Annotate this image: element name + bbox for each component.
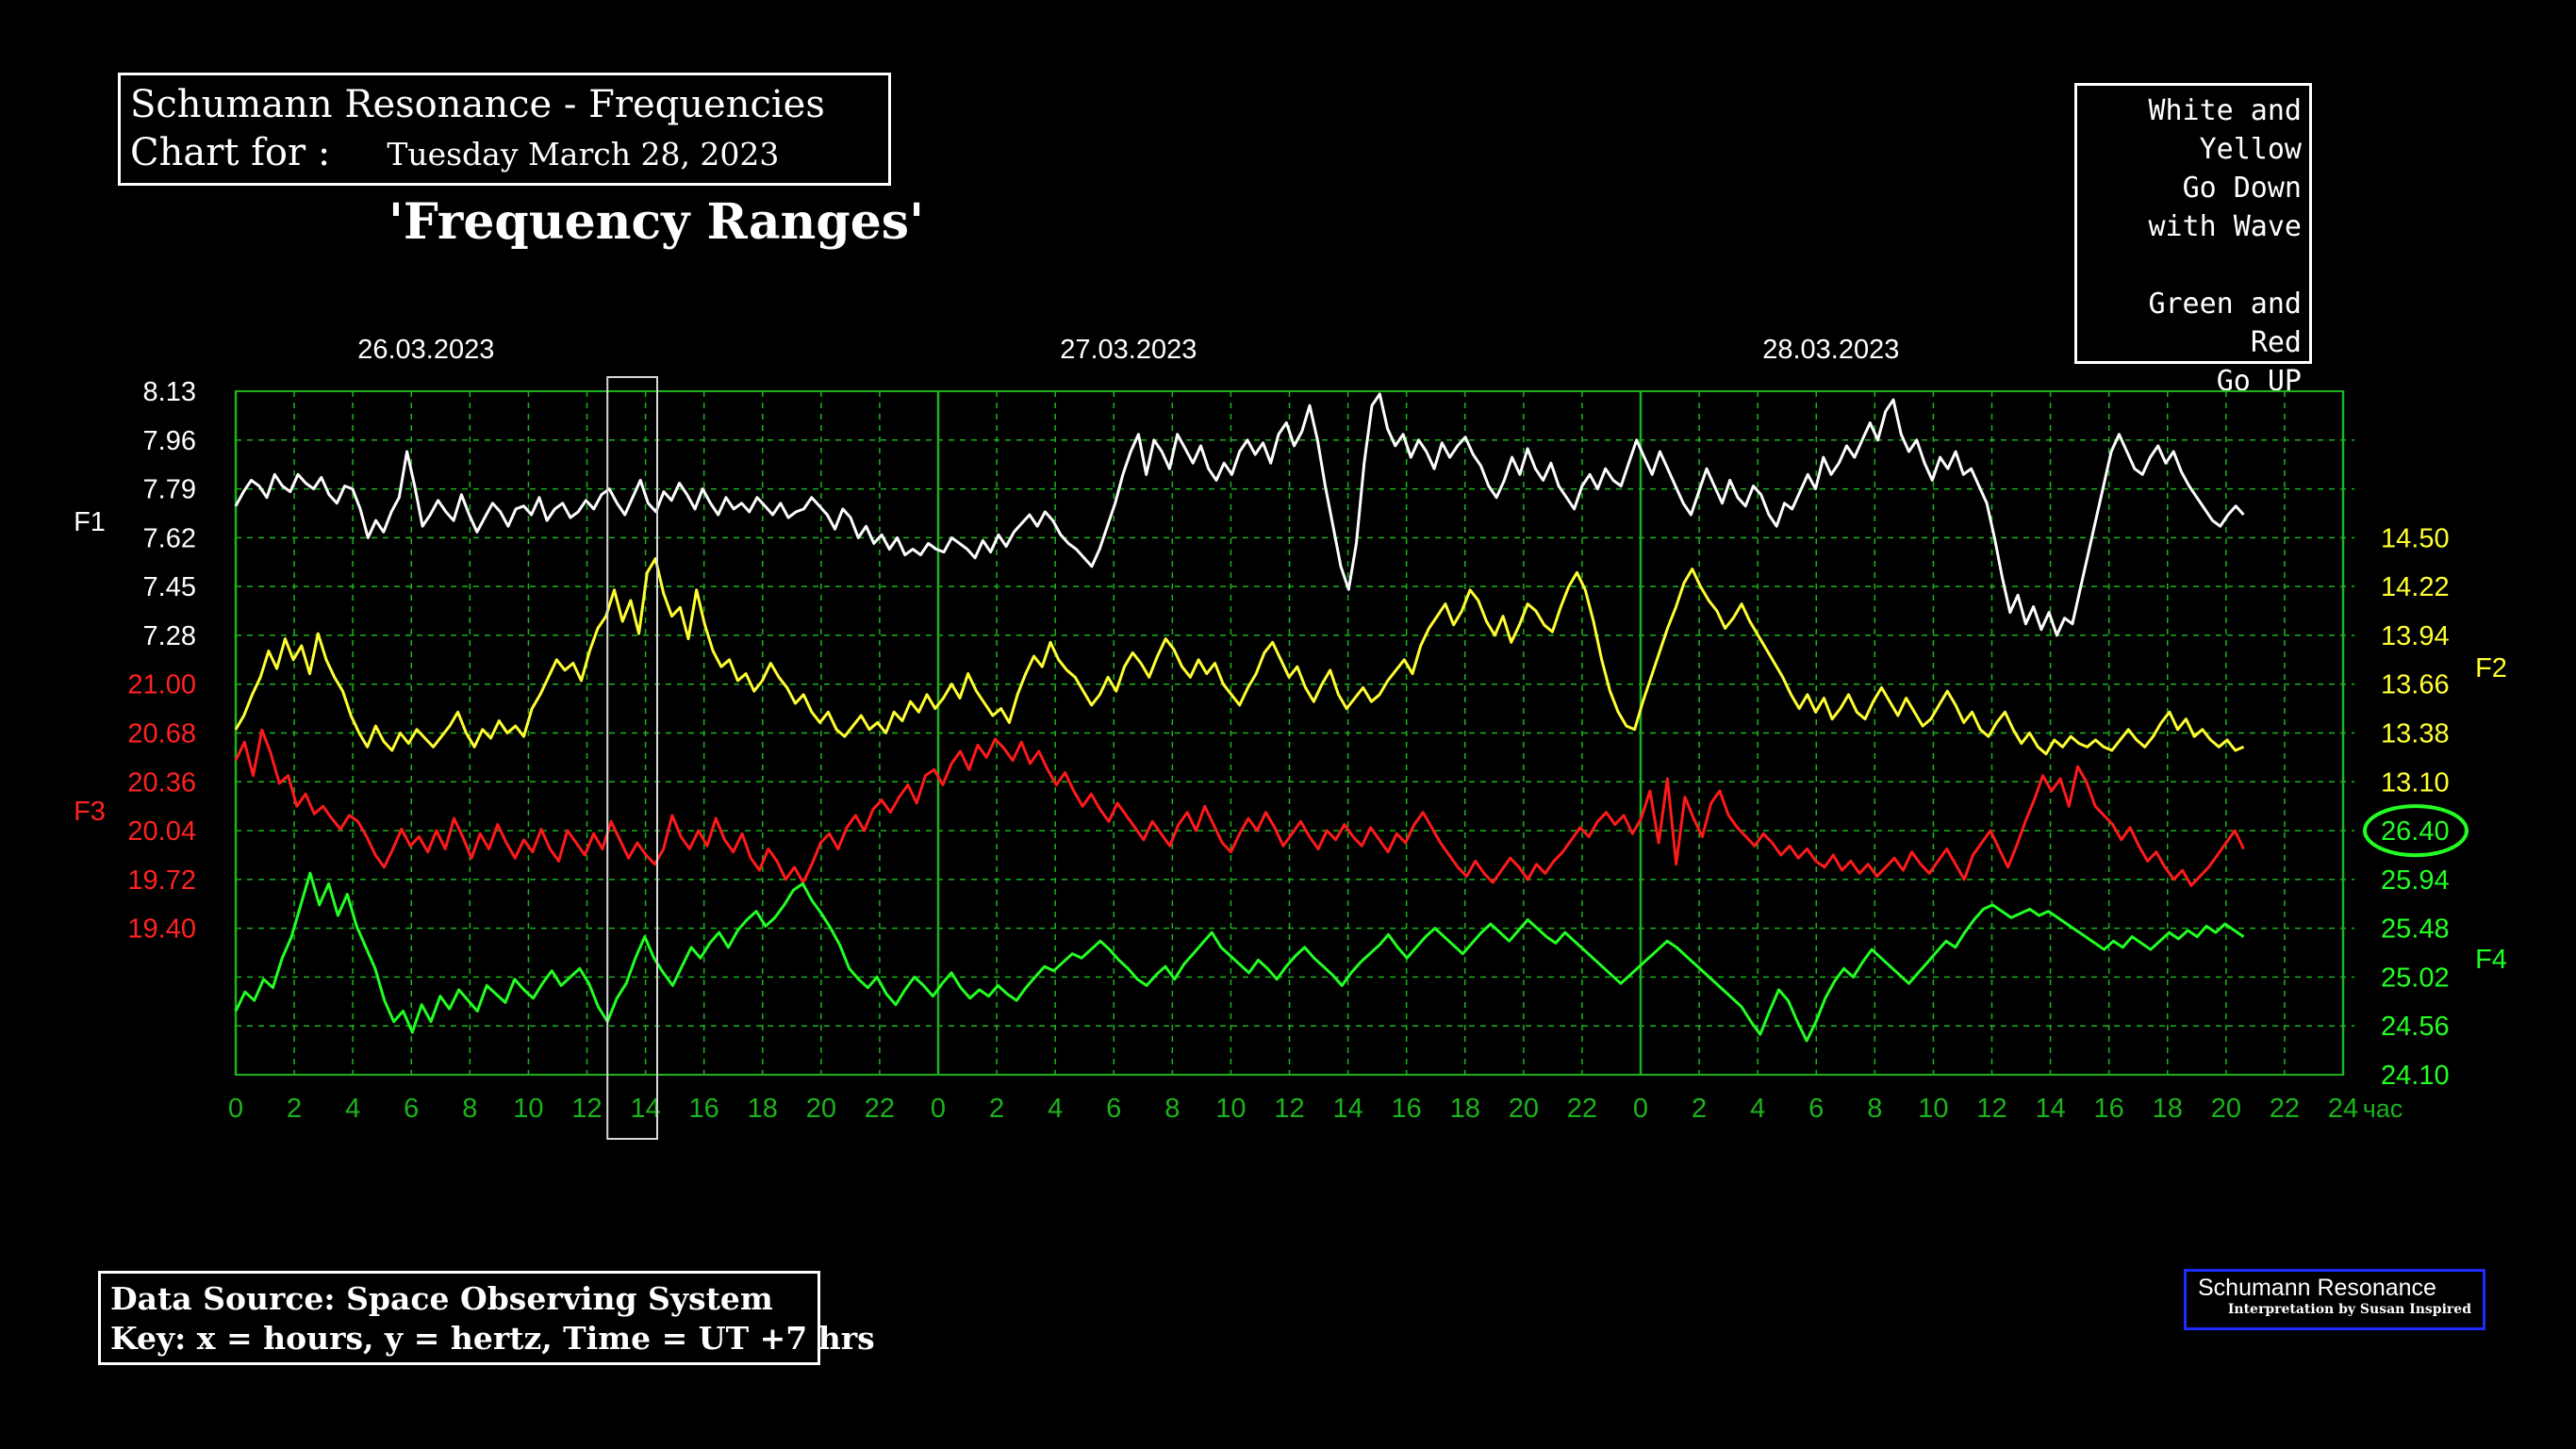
y-tick-f1: 8.13 — [143, 377, 196, 407]
y-tick-f1: 7.96 — [143, 426, 196, 456]
legend-note-box: White and Yellow Go Down with Wave Green… — [2074, 83, 2312, 398]
x-tick-label: 0 — [228, 1094, 243, 1124]
x-tick-label: 0 — [931, 1094, 946, 1124]
x-tick-label: 4 — [1750, 1094, 1765, 1124]
labels-layer: 0 2 4 6 8 10 12 14 16 18 20 22 0 2 4 6 8 10 12 14 16 18 20 22 0 2… — [74, 335, 2507, 1140]
x-tick-label: 18 — [2153, 1094, 2183, 1124]
note-line: White and — [2148, 94, 2302, 127]
note-line: Go UP — [2216, 365, 2302, 398]
axis-key: Key: x = hours, y = hertz, Time = UT +7 … — [110, 1320, 875, 1357]
x-tick-label: 16 — [689, 1094, 719, 1124]
x-tick-label: 8 — [462, 1094, 477, 1124]
x-tick-label: 12 — [1274, 1094, 1304, 1124]
day-label: 28.03.2023 — [1762, 335, 1899, 365]
x-tick-label: 14 — [2035, 1094, 2065, 1124]
x-tick-label: 6 — [404, 1094, 419, 1124]
x-tick-label: 16 — [1392, 1094, 1422, 1124]
x-tick-label: 12 — [571, 1094, 602, 1124]
x-unit-label: час — [2363, 1095, 2403, 1123]
note-line: Yellow — [2199, 133, 2302, 166]
note-line: Go Down — [2182, 172, 2302, 205]
series-name-f2: F2 — [2475, 653, 2507, 683]
x-tick-label: 18 — [1450, 1094, 1480, 1124]
y-tick-f1: 7.28 — [143, 621, 196, 651]
x-tick-label: 20 — [806, 1094, 836, 1124]
signature-credit: Interpretation by Susan Inspired — [2227, 1302, 2471, 1317]
signature-title: Schumann Resonance — [2198, 1275, 2436, 1301]
title-box: Schumann Resonance - Frequencies Chart f… — [118, 73, 891, 186]
x-tick-label: 4 — [1048, 1094, 1063, 1124]
chart-for-label: Chart for : — [130, 131, 331, 174]
y-tick-f2: 13.94 — [2381, 621, 2450, 651]
x-tick-label: 14 — [1332, 1094, 1362, 1124]
grid-layer — [234, 390, 2354, 1076]
series-line-f4 — [234, 871, 2245, 1043]
y-tick-f2: 13.38 — [2381, 719, 2450, 749]
x-tick-label: 10 — [513, 1094, 543, 1124]
y-tick-f4: 25.02 — [2381, 963, 2450, 993]
day-label: 26.03.2023 — [357, 335, 494, 365]
y-tick-f3: 20.04 — [127, 816, 196, 847]
note-line: Green and Red — [2148, 288, 2302, 359]
y-tick-f2: 13.10 — [2381, 767, 2450, 798]
series-line-f3 — [234, 728, 2245, 887]
y-tick-f4: 24.10 — [2381, 1061, 2450, 1091]
series-name-f3: F3 — [74, 797, 106, 827]
x-tick-label: 18 — [748, 1094, 778, 1124]
source-box: Data Source: Space Observing System Key:… — [98, 1271, 875, 1365]
x-tick-label: 8 — [1867, 1094, 1882, 1124]
chart-for-line: Chart for : Tuesday March 28, 2023 — [130, 128, 879, 179]
x-tick-label: 10 — [1918, 1094, 1948, 1124]
series-line-f2 — [234, 557, 2245, 756]
y-tick-f3: 19.40 — [127, 914, 196, 945]
series-line-f1 — [234, 392, 2245, 637]
highlight-window — [606, 376, 659, 1140]
y-tick-f3: 20.36 — [127, 767, 196, 798]
x-tick-label: 12 — [1976, 1094, 2006, 1124]
y-tick-f1: 7.62 — [143, 523, 196, 553]
x-tick-label: 10 — [1215, 1094, 1246, 1124]
x-tick-label: 2 — [989, 1094, 1004, 1124]
x-tick-label: 24 — [2328, 1094, 2358, 1124]
chart-date: Tuesday March 28, 2023 — [387, 136, 780, 173]
x-tick-label: 22 — [2270, 1094, 2300, 1124]
x-tick-label: 14 — [630, 1094, 660, 1124]
series-name-f1: F1 — [74, 507, 106, 537]
x-tick-label: 6 — [1106, 1094, 1121, 1124]
y-tick-f4: 25.48 — [2381, 914, 2450, 945]
y-tick-f1: 7.79 — [143, 475, 196, 505]
series-name-f4: F4 — [2475, 945, 2507, 975]
y-tick-f3: 19.72 — [127, 865, 196, 896]
x-tick-label: 20 — [1509, 1094, 1539, 1124]
y-tick-f1: 7.45 — [143, 572, 196, 602]
y-tick-f3: 21.00 — [127, 670, 196, 700]
x-tick-label: 20 — [2211, 1094, 2241, 1124]
x-tick-label: 16 — [2094, 1094, 2124, 1124]
y-tick-f4: 24.56 — [2381, 1012, 2450, 1042]
x-tick-label: 8 — [1164, 1094, 1180, 1124]
y-tick-f2: 14.22 — [2381, 572, 2450, 602]
x-tick-label: 2 — [1692, 1094, 1707, 1124]
circled-tick-marker — [2363, 804, 2469, 858]
y-tick-f2: 14.50 — [2381, 523, 2450, 553]
day-label: 27.03.2023 — [1060, 335, 1197, 365]
x-tick-label: 22 — [1567, 1094, 1597, 1124]
x-tick-label: 0 — [1633, 1094, 1648, 1124]
y-tick-f2: 13.66 — [2381, 670, 2450, 700]
chart-title: Schumann Resonance - Frequencies — [130, 83, 825, 126]
x-tick-label: 2 — [287, 1094, 302, 1124]
x-tick-label: 4 — [345, 1094, 360, 1124]
x-tick-label: 22 — [865, 1094, 895, 1124]
note-line: with Wave — [2148, 210, 2302, 243]
y-tick-f4: 25.94 — [2381, 865, 2450, 896]
signature-box: Schumann Resonance Interpretation by Sus… — [2184, 1269, 2485, 1330]
series-layer — [234, 392, 2245, 1043]
data-source: Data Source: Space Observing System — [110, 1280, 773, 1317]
chart-subtitle: 'Frequency Ranges' — [388, 193, 924, 251]
y-tick-f3: 20.68 — [127, 719, 196, 749]
x-tick-label: 6 — [1808, 1094, 1824, 1124]
y-tick-f4: 26.40 — [2381, 816, 2450, 847]
